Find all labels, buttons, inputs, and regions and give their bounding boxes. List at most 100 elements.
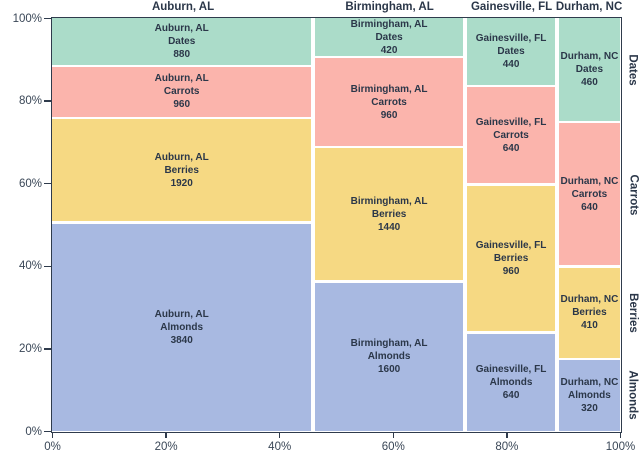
mosaic-segment: Birmingham, AL Dates 420 — [314, 18, 464, 56]
y-axis-tick-label: 40% — [18, 260, 42, 273]
segment-label-category: Dates — [575, 63, 604, 75]
segment-label-category: Almonds — [160, 321, 204, 333]
segment-label-city: Auburn, AL — [154, 151, 209, 163]
segment-label-category: Almonds — [568, 390, 611, 401]
segment-label-city: Birmingham, AL — [350, 18, 428, 30]
mosaic-segment: Durham, NC Carrots 640 — [558, 123, 620, 265]
y-axis-tick — [44, 430, 51, 433]
y-axis-tick-label: 80% — [18, 95, 42, 108]
segment-label-value: 1440 — [377, 221, 401, 233]
mosaic-segment: Durham, NC Berries 410 — [558, 267, 620, 358]
x-axis-tick-label: 40% — [268, 441, 292, 453]
x-axis-tick-label: 100% — [605, 441, 636, 453]
right-category-label: Almonds — [625, 335, 640, 455]
segment-label-category: Berries — [371, 208, 407, 220]
right-category-label-text: Almonds — [627, 370, 640, 420]
segment-label-city: Durham, NC — [560, 377, 619, 388]
mosaic-segment: Gainesville, FL Dates 440 — [466, 18, 556, 85]
segment-label-category: Carrots — [371, 96, 407, 108]
mosaic-segment: Birmingham, AL Carrots 960 — [314, 58, 464, 146]
x-axis-tick-label: 80% — [495, 441, 519, 453]
segment-label-city: Auburn, AL — [154, 308, 209, 320]
y-axis-tick-label: 0% — [25, 425, 42, 438]
segment-label-value: 960 — [502, 265, 520, 277]
y-axis-tick-label: 60% — [18, 177, 42, 190]
y-axis-tick — [44, 182, 51, 185]
right-category-label-text: Berries — [627, 293, 640, 333]
segment-label-category: Dates — [375, 31, 403, 43]
right-category-label-text: Dates — [627, 54, 640, 87]
segment-label-city: Durham, NC — [560, 294, 619, 305]
right-category-label: Berries — [625, 253, 640, 373]
x-axis-tick — [165, 433, 167, 438]
segment-label-value: 1600 — [377, 364, 401, 376]
mosaic-segment: Auburn, AL Dates 880 — [52, 18, 312, 65]
segment-label-category: Berries — [164, 164, 199, 176]
segment-label-city: Gainesville, FL — [475, 32, 547, 44]
segment-label-category: Almonds — [367, 351, 411, 363]
mosaic-segment: Gainesville, FL Berries 960 — [466, 185, 556, 332]
mosaic-segment: Gainesville, FL Carrots 640 — [466, 87, 556, 184]
y-axis-tick-label: 100% — [12, 12, 42, 25]
segment-label-city: Auburn, AL — [154, 73, 209, 85]
y-axis-tick — [44, 265, 51, 268]
segment-label-value: 420 — [380, 44, 398, 56]
segment-label-city: Birmingham, AL — [350, 338, 428, 350]
segment-label-value: 960 — [380, 109, 398, 121]
segment-label-city: Gainesville, FL — [475, 363, 547, 375]
y-axis-tick — [44, 17, 51, 20]
segment-label-value: 410 — [581, 320, 598, 331]
segment-label-city: Gainesville, FL — [475, 116, 547, 128]
segment-label-category: Dates — [497, 45, 525, 57]
right-category-label-text: Carrots — [627, 174, 639, 215]
right-category-label: Carrots — [625, 135, 640, 255]
segment-label-category: Carrots — [163, 86, 200, 98]
column-header: Birmingham, AL — [345, 1, 434, 13]
x-axis-tick — [51, 433, 54, 438]
y-axis-tick — [44, 100, 51, 102]
x-axis-tick — [392, 433, 395, 438]
x-axis-tick — [619, 433, 622, 438]
segment-label-value: 440 — [502, 58, 520, 70]
y-axis-tick — [44, 348, 51, 350]
mosaic-segment: Gainesville, FL Almonds 640 — [466, 333, 556, 431]
mosaic-segment: Durham, NC Dates 460 — [558, 18, 620, 121]
segment-label-category: Berries — [572, 307, 607, 318]
column-header: Durham, NC — [555, 1, 623, 13]
segment-label-category: Carrots — [493, 129, 529, 141]
x-axis-tick — [278, 433, 281, 438]
mosaic-segment: Birmingham, AL Berries 1440 — [314, 148, 464, 281]
segment-label-value: 640 — [502, 142, 520, 154]
x-axis-tick-label: 20% — [154, 441, 178, 453]
segment-label-category: Carrots — [571, 188, 608, 200]
segment-label-category: Berries — [493, 252, 529, 264]
segment-label-city: Birmingham, AL — [350, 195, 428, 207]
mosaic-segment: Auburn, AL Almonds 3840 — [52, 223, 312, 431]
segment-label-city: Birmingham, AL — [350, 83, 428, 95]
right-category-label: Dates — [625, 10, 640, 130]
mosaic-segment: Birmingham, AL Almonds 1600 — [314, 282, 464, 431]
segment-label-value: 640 — [502, 389, 520, 401]
x-axis-tick-label: 60% — [381, 441, 405, 453]
segment-label-city: Durham, NC — [560, 50, 619, 62]
segment-label-value: 320 — [581, 403, 598, 414]
mosaic-segment: Auburn, AL Carrots 960 — [52, 67, 312, 117]
column-header: Gainesville, FL — [470, 1, 553, 13]
segment-label-city: Gainesville, FL — [475, 239, 547, 251]
segment-label-value: 880 — [173, 48, 191, 60]
segment-label-value: 640 — [581, 201, 598, 213]
mosaic-segment: Durham, NC Almonds 320 — [558, 360, 620, 431]
x-axis-tick — [506, 433, 508, 438]
segment-label-value: 3840 — [170, 334, 193, 346]
segment-label-category: Dates — [168, 35, 196, 47]
segment-label-value: 1920 — [170, 177, 193, 189]
mosaic-segment: Auburn, AL Berries 1920 — [52, 119, 312, 222]
segment-label-value: 960 — [173, 99, 191, 111]
column-header: Auburn, AL — [151, 1, 215, 13]
x-axis-tick-label: 0% — [44, 441, 61, 453]
y-axis-tick-label: 20% — [18, 342, 42, 355]
segment-label-category: Almonds — [489, 376, 533, 388]
segment-label-city: Durham, NC — [560, 175, 619, 187]
plot-area: Auburn, AL Almonds 3840 Auburn, AL Berries 19… — [51, 17, 622, 433]
